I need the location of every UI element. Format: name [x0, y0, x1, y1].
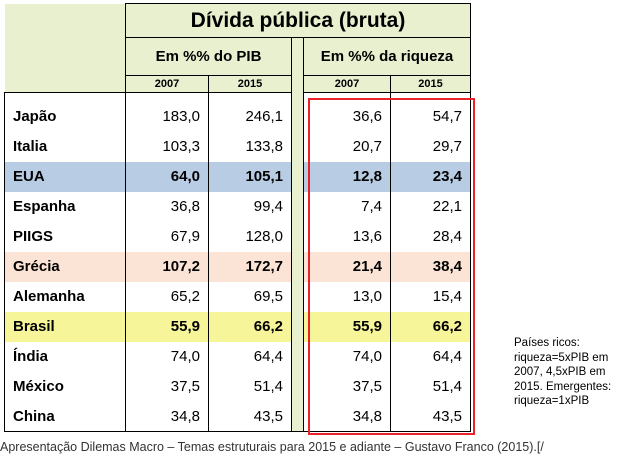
value-cell: 22,1	[390, 191, 471, 222]
value-cell: 172,7	[208, 251, 292, 282]
value-cell: 66,2	[208, 311, 292, 342]
table-row: Alemanha 65,2 69,5 13,0 15,4	[4, 281, 471, 312]
year-header: 2007	[125, 75, 209, 93]
value-cell: 55,9	[303, 311, 391, 342]
value-cell: 133,8	[208, 131, 292, 162]
country-label: México	[4, 371, 126, 402]
group-header-pib: Em %% do PIB	[125, 37, 292, 76]
table-row: EUA 64,0 105,1 12,8 23,4	[4, 161, 471, 192]
value-cell: 103,3	[125, 131, 209, 162]
value-cell: 51,4	[208, 371, 292, 402]
table-row: Índia 74,0 64,4 74,0 64,4	[4, 341, 471, 372]
value-cell: 23,4	[390, 161, 471, 192]
value-cell: 13,0	[303, 281, 391, 312]
value-cell: 128,0	[208, 221, 292, 252]
value-cell: 21,4	[303, 251, 391, 282]
value-cell: 20,7	[303, 131, 391, 162]
table-title: Dívida pública (bruta)	[125, 3, 471, 38]
value-cell: 37,5	[303, 371, 391, 402]
value-cell: 105,1	[208, 161, 292, 192]
value-cell: 64,4	[208, 341, 292, 372]
value-cell: 15,4	[390, 281, 471, 312]
value-cell: 107,2	[125, 251, 209, 282]
year-header: 2015	[390, 75, 471, 93]
country-label: Grécia	[4, 251, 126, 282]
value-cell: 29,7	[390, 131, 471, 162]
table-row: China 34,8 43,5 34,8 43,5	[4, 401, 471, 432]
year-header: 2015	[208, 75, 292, 93]
side-note: Países ricos: riqueza=5xPIB em 2007, 4,5…	[514, 337, 612, 407]
table-row: Grécia 107,2 172,7 21,4 38,4	[4, 251, 471, 282]
value-cell: 43,5	[208, 401, 292, 432]
value-cell: 74,0	[303, 341, 391, 372]
value-cell: 99,4	[208, 191, 292, 222]
value-cell: 36,8	[125, 191, 209, 222]
country-label: Índia	[4, 341, 126, 372]
table-row: Italia 103,3 133,8 20,7 29,7	[4, 131, 471, 162]
value-cell: 183,0	[125, 101, 209, 132]
value-cell: 69,5	[208, 281, 292, 312]
riqueza-highlight-box	[308, 98, 475, 435]
group-header-riqueza: Em %% da riqueza	[303, 37, 471, 76]
country-label: EUA	[4, 161, 126, 192]
value-cell: 67,9	[125, 221, 209, 252]
value-cell: 64,0	[125, 161, 209, 192]
country-label: China	[4, 401, 126, 432]
value-cell: 246,1	[208, 101, 292, 132]
value-cell: 34,8	[303, 401, 391, 432]
value-cell: 55,9	[125, 311, 209, 342]
year-header: 2007	[303, 75, 391, 93]
value-cell: 66,2	[390, 311, 471, 342]
debt-table: Dívida pública (bruta) Em %% do PIB Em %…	[4, 3, 471, 432]
value-cell: 54,7	[390, 101, 471, 132]
table-row: Brasil 55,9 66,2 55,9 66,2	[4, 311, 471, 342]
value-cell: 28,4	[390, 221, 471, 252]
country-label: Japão	[4, 101, 126, 132]
country-label: Alemanha	[4, 281, 126, 312]
value-cell: 13,6	[303, 221, 391, 252]
country-label: Espanha	[4, 191, 126, 222]
country-label: Italia	[4, 131, 126, 162]
country-label: Brasil	[4, 311, 126, 342]
value-cell: 43,5	[390, 401, 471, 432]
value-cell: 7,4	[303, 191, 391, 222]
value-cell: 38,4	[390, 251, 471, 282]
value-cell: 51,4	[390, 371, 471, 402]
value-cell: 12,8	[303, 161, 391, 192]
value-cell: 74,0	[125, 341, 209, 372]
country-label: PIIGS	[4, 221, 126, 252]
value-cell: 65,2	[125, 281, 209, 312]
value-cell: 34,8	[125, 401, 209, 432]
table-row: México 37,5 51,4 37,5 51,4	[4, 371, 471, 402]
value-cell: 36,6	[303, 101, 391, 132]
table-row: Espanha 36,8 99,4 7,4 22,1	[4, 191, 471, 222]
table-row: Japão 183,0 246,1 36,6 54,7	[4, 101, 471, 132]
image-caption: Apresentação Dilemas Macro – Temas estru…	[0, 440, 544, 454]
value-cell: 37,5	[125, 371, 209, 402]
table-row: PIIGS 67,9 128,0 13,6 28,4	[4, 221, 471, 252]
value-cell: 64,4	[390, 341, 471, 372]
